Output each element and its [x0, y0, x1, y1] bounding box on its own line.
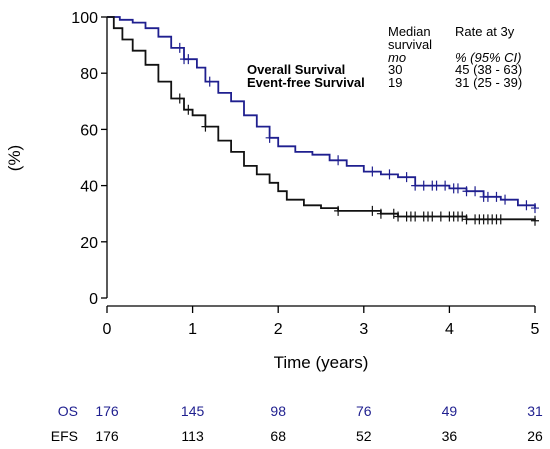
- censor-mark-efs: [411, 211, 420, 222]
- censor-mark-efs: [394, 211, 403, 222]
- censor-mark-efs: [376, 208, 385, 219]
- censor-mark-efs: [428, 211, 437, 222]
- censor-mark-os: [471, 186, 480, 197]
- risk-values: 176 145 98 76 49 31 176 113 68 52 36 26: [95, 403, 543, 444]
- x-tick-label: 5: [531, 321, 540, 338]
- censor-mark-os: [402, 172, 411, 183]
- censor-mark-efs: [531, 215, 539, 226]
- censor-mark-efs: [184, 104, 193, 115]
- risk-value-os: 76: [356, 403, 372, 419]
- x-axis-title: Time (years): [274, 353, 369, 372]
- censor-mark-os: [385, 169, 394, 180]
- legend-efs-median: 19: [388, 75, 402, 90]
- censor-mark-os: [368, 166, 377, 177]
- legend-efs-rate: 31 (25 - 39): [455, 75, 522, 90]
- censor-mark-os: [501, 194, 510, 205]
- legend: Median survival mo Rate at 3y % (95% CI)…: [247, 24, 522, 90]
- legend-header-rate: Rate at 3y: [455, 24, 515, 39]
- censor-mark-os: [175, 42, 184, 53]
- legend-os-rate: 45 (38 - 63): [455, 62, 522, 77]
- risk-value-os: 176: [95, 403, 119, 419]
- risk-value-efs: 36: [442, 428, 458, 444]
- legend-header-rate-unit: % (95% CI): [455, 50, 521, 65]
- legend-header-median: Median: [388, 24, 431, 39]
- risk-value-os: 145: [181, 403, 205, 419]
- curve-os: [107, 16, 536, 209]
- axes: 0 20 40 60 80 100 0 1 2 3 4 5: [71, 10, 539, 338]
- survival-curves: [107, 16, 536, 221]
- censor-mark-efs: [436, 211, 445, 222]
- censor-mark-efs: [458, 211, 467, 222]
- censor-mark-os: [419, 180, 428, 191]
- risk-value-efs: 68: [270, 428, 286, 444]
- risk-value-os: 49: [442, 403, 458, 419]
- y-tick-label: 100: [71, 10, 98, 27]
- censor-mark-efs: [175, 93, 184, 104]
- censor-mark-os: [483, 191, 492, 202]
- y-tick-label: 60: [80, 122, 98, 139]
- risk-table: OS EFS 176 145 98 76 49 31 176 113 68 52 36 26: [51, 403, 543, 444]
- risk-value-efs: 113: [181, 428, 204, 444]
- y-tick-label: 0: [89, 291, 98, 308]
- censor-mark-os: [462, 186, 471, 197]
- risk-value-os: 31: [527, 403, 543, 419]
- censor-mark-os: [492, 191, 501, 202]
- legend-header-median-line2: survival: [388, 37, 432, 52]
- risk-value-os: 98: [270, 403, 286, 419]
- censor-mark-os: [531, 203, 539, 214]
- censor-marks: [175, 42, 539, 226]
- x-tick-label: 1: [188, 321, 197, 338]
- risk-label-efs: EFS: [51, 428, 78, 444]
- censor-mark-os: [184, 54, 193, 65]
- risk-label-os: OS: [58, 403, 78, 419]
- y-axis-title: (%): [5, 145, 24, 171]
- censor-mark-os: [432, 180, 441, 191]
- risk-value-efs: 176: [95, 428, 119, 444]
- censor-mark-os: [411, 180, 420, 191]
- legend-os-median: 30: [388, 62, 402, 77]
- censor-mark-os: [334, 155, 343, 166]
- censor-mark-efs: [496, 214, 505, 225]
- legend-efs-label: Event-free Survival: [247, 75, 365, 90]
- censor-mark-os: [453, 183, 462, 194]
- risk-value-efs: 26: [527, 428, 543, 444]
- x-tick-label: 4: [445, 321, 454, 338]
- censor-mark-efs: [462, 214, 471, 225]
- censor-mark-os: [205, 76, 214, 87]
- censor-mark-efs: [368, 205, 377, 216]
- risk-value-efs: 52: [356, 428, 372, 444]
- legend-header-median-unit: mo: [388, 50, 406, 65]
- censor-mark-efs: [334, 205, 343, 216]
- censor-mark-efs: [201, 121, 210, 132]
- y-tick-label: 40: [80, 179, 98, 196]
- y-tick-label: 80: [80, 66, 98, 83]
- x-tick-label: 2: [274, 321, 283, 338]
- censor-mark-os: [522, 200, 531, 211]
- x-tick-label: 0: [103, 321, 112, 338]
- censor-mark-os: [265, 132, 274, 143]
- x-tick-label: 3: [359, 321, 368, 338]
- censor-mark-efs: [389, 208, 398, 219]
- legend-os-label: Overall Survival: [247, 62, 345, 77]
- censor-mark-os: [441, 180, 450, 191]
- y-tick-label: 20: [80, 235, 98, 252]
